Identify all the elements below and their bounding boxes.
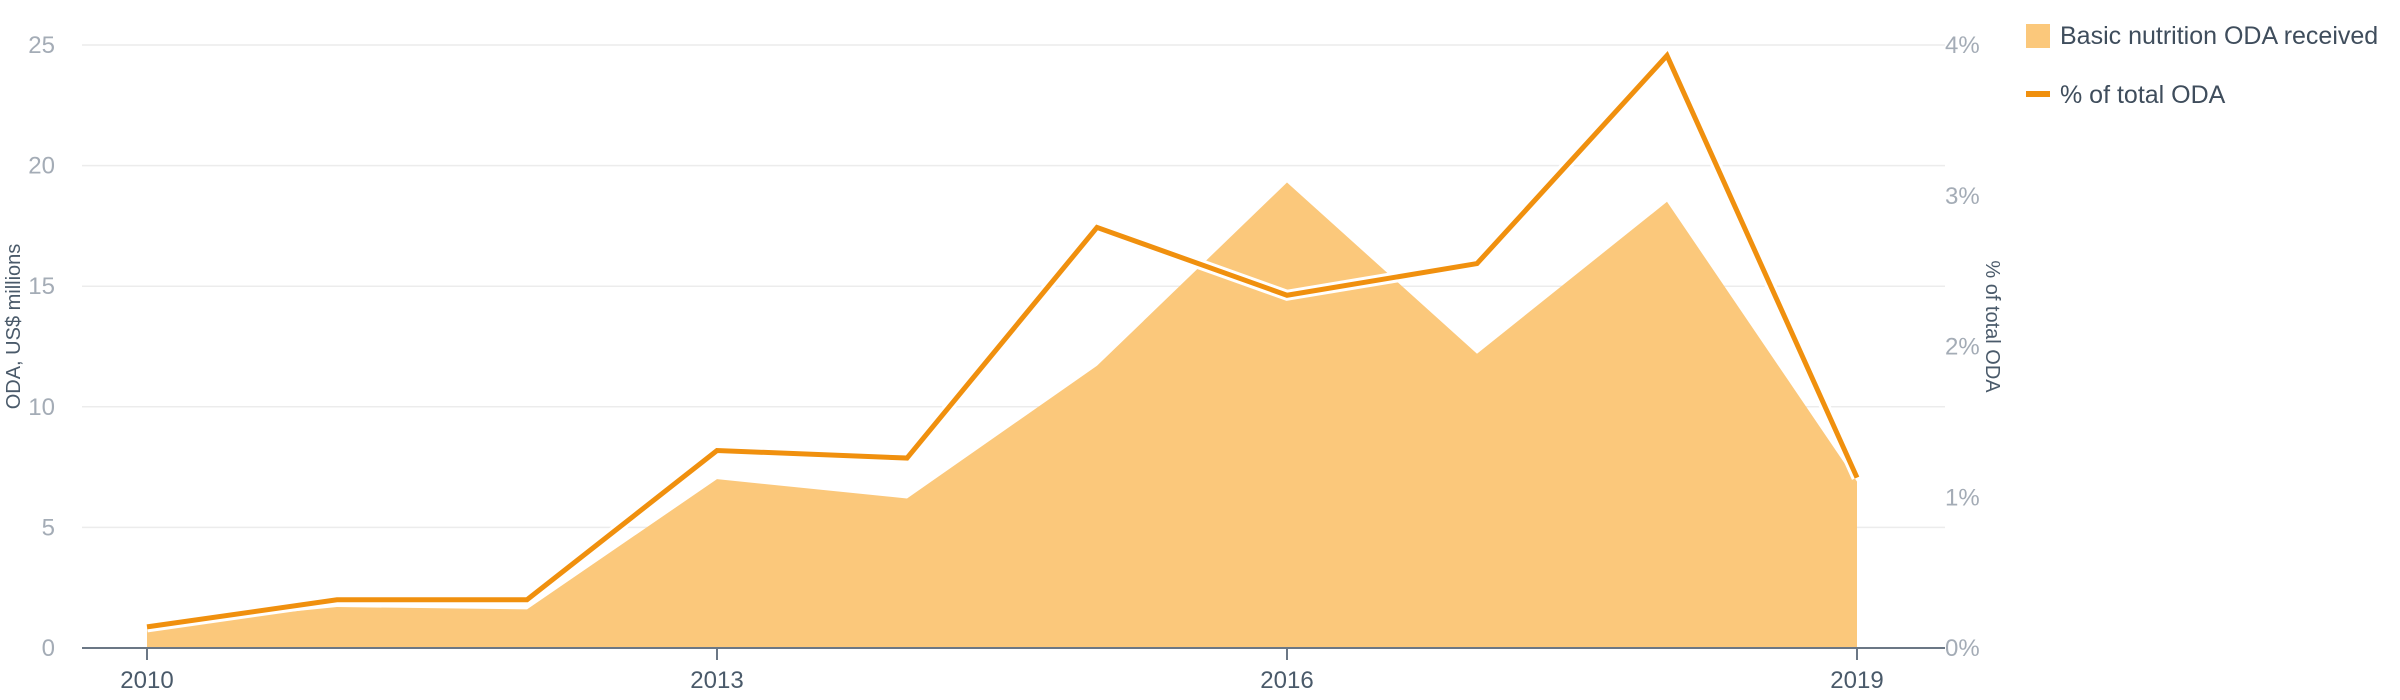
y-right-tick-label: 3%: [1945, 183, 1980, 210]
legend-swatch-area: [2026, 24, 2050, 48]
legend[interactable]: Basic nutrition ODA received % of total O…: [2026, 22, 2378, 109]
legend-item-basic-nutrition[interactable]: Basic nutrition ODA received: [2026, 22, 2378, 50]
y-left-axis-title: ODA, US$ millions: [3, 244, 25, 410]
y-left-tick-label: 0: [42, 635, 55, 662]
y-right-tick-label: 4%: [1945, 32, 1980, 59]
area-basic-nutrition-oda: [147, 182, 1857, 648]
y-left-tick-label: 5: [42, 514, 55, 541]
y-right-tick-label: 2%: [1945, 334, 1980, 361]
legend-label-line: % of total ODA: [2060, 81, 2226, 109]
legend-label-area: Basic nutrition ODA received: [2060, 22, 2378, 50]
line-series: [146, 45, 1863, 633]
axes: 0 5 10 15 20 25 0% 1% 2% 3% 4% 2010 2013 2016 2019 ODA,…: [3, 32, 2003, 694]
line-pct-total-oda: [146, 51, 1860, 630]
x-tick-label: 2019: [1830, 667, 1883, 694]
y-left-tick-label: 15: [28, 273, 55, 300]
x-tick-label: 2013: [690, 667, 743, 694]
y-left-tick-label: 20: [28, 153, 55, 180]
y-left-tick-label: 25: [28, 32, 55, 59]
x-tick-label: 2016: [1260, 667, 1313, 694]
y-right-tick-label: 1%: [1945, 484, 1980, 511]
legend-item-pct-total-oda[interactable]: % of total ODA: [2026, 81, 2226, 109]
x-tick-label: 2010: [120, 667, 173, 694]
y-right-tick-label: 0%: [1945, 635, 1980, 662]
y-right-axis-title: % of total ODA: [1981, 260, 2003, 393]
y-left-tick-label: 10: [28, 394, 55, 421]
area-series: [146, 182, 1858, 648]
